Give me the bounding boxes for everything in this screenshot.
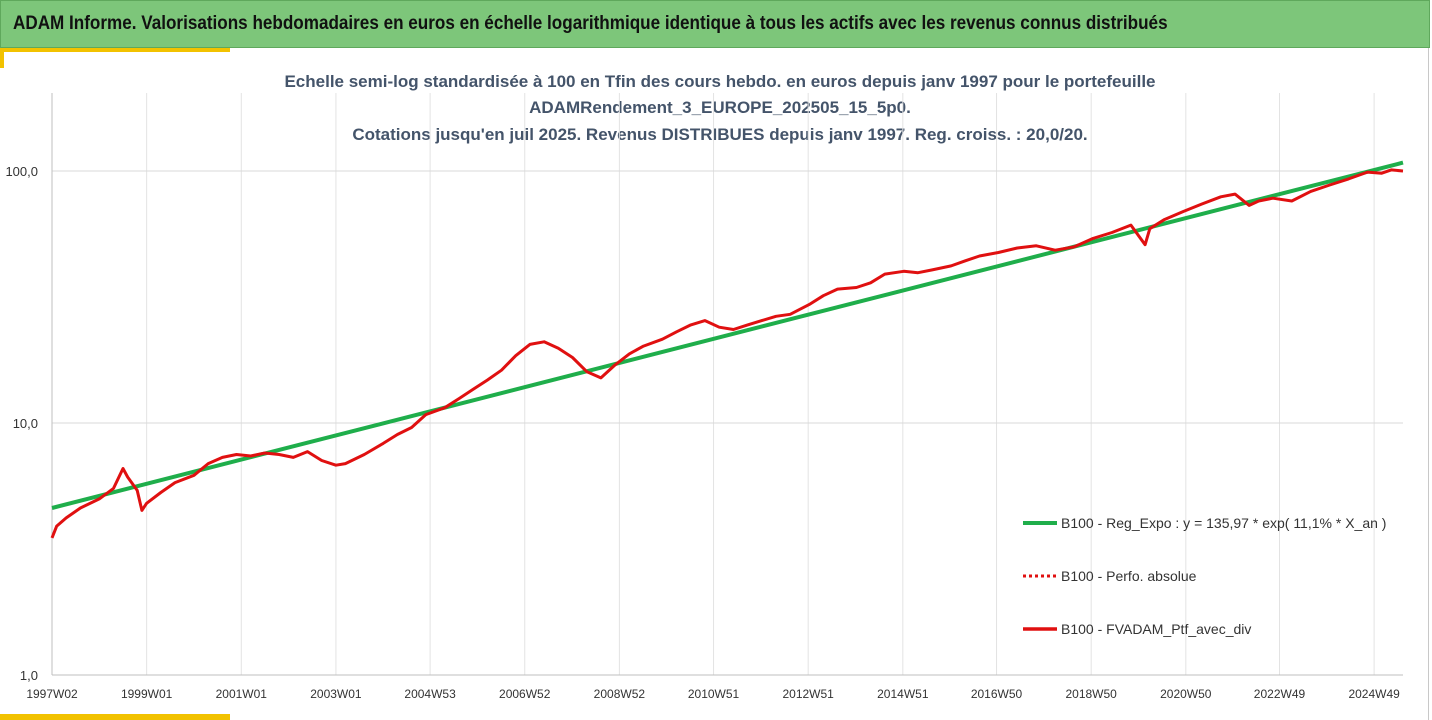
accent-bar-bottom [0, 714, 230, 720]
legend-entry-absolute: B100 - Perfo. absolue [1061, 568, 1197, 584]
x-tick-label: 2003W01 [310, 687, 362, 701]
chart-title-line-2: ADAMRendement_3_EUROPE_202505_15_5p0. [529, 98, 911, 117]
x-tick-label: 2008W52 [594, 687, 646, 701]
accent-bar-side [0, 48, 4, 68]
x-tick-label: 1999W01 [121, 687, 173, 701]
x-tick-label: 2022W49 [1254, 687, 1306, 701]
legend-entry-regression: B100 - Reg_Expo : y = 135,97 * exp( 11,1… [1061, 515, 1386, 531]
grid [51, 93, 1403, 676]
x-tick-label: 1997W02 [26, 687, 78, 701]
legend: B100 - Reg_Expo : y = 135,97 * exp( 11,1… [1023, 515, 1386, 637]
x-tick-label: 2012W51 [782, 687, 834, 701]
x-tick-label: 2016W50 [971, 687, 1023, 701]
series [50, 160, 1404, 539]
report-title: ADAM Informe. Valorisations hebdomadaire… [13, 13, 1168, 34]
axes: 1,0 10,0 100,0 1997W02 1999W01 2001W01 2003W01… [5, 93, 1403, 701]
chart-title-line-3: Cotations jusqu'en juil 2025. Revenus DI… [352, 125, 1087, 144]
y-tick-label: 1,0 [20, 668, 38, 683]
accent-bar-top [0, 48, 230, 52]
y-tick-label: 100,0 [5, 164, 38, 179]
y-tick-label: 10,0 [13, 416, 38, 431]
x-tick-label: 2024W49 [1348, 687, 1400, 701]
x-tick-label: 2018W50 [1065, 687, 1117, 701]
x-tick-label: 2014W51 [877, 687, 929, 701]
chart-title-line-1: Echelle semi-log standardisée à 100 en T… [284, 72, 1155, 91]
portfolio-line [50, 168, 1404, 539]
x-tick-label: 2001W01 [216, 687, 268, 701]
x-tick-label: 2020W50 [1160, 687, 1212, 701]
legend-entry-portfolio: B100 - FVADAM_Ptf_avec_div [1061, 621, 1251, 637]
frame-edge [1428, 48, 1429, 720]
x-tick-label: 2010W51 [688, 687, 740, 701]
regression-line [51, 160, 1404, 510]
report-banner: ADAM Informe. Valorisations hebdomadaire… [0, 0, 1430, 48]
x-tick-label: 2006W52 [499, 687, 551, 701]
x-tick-label: 2004W53 [404, 687, 456, 701]
